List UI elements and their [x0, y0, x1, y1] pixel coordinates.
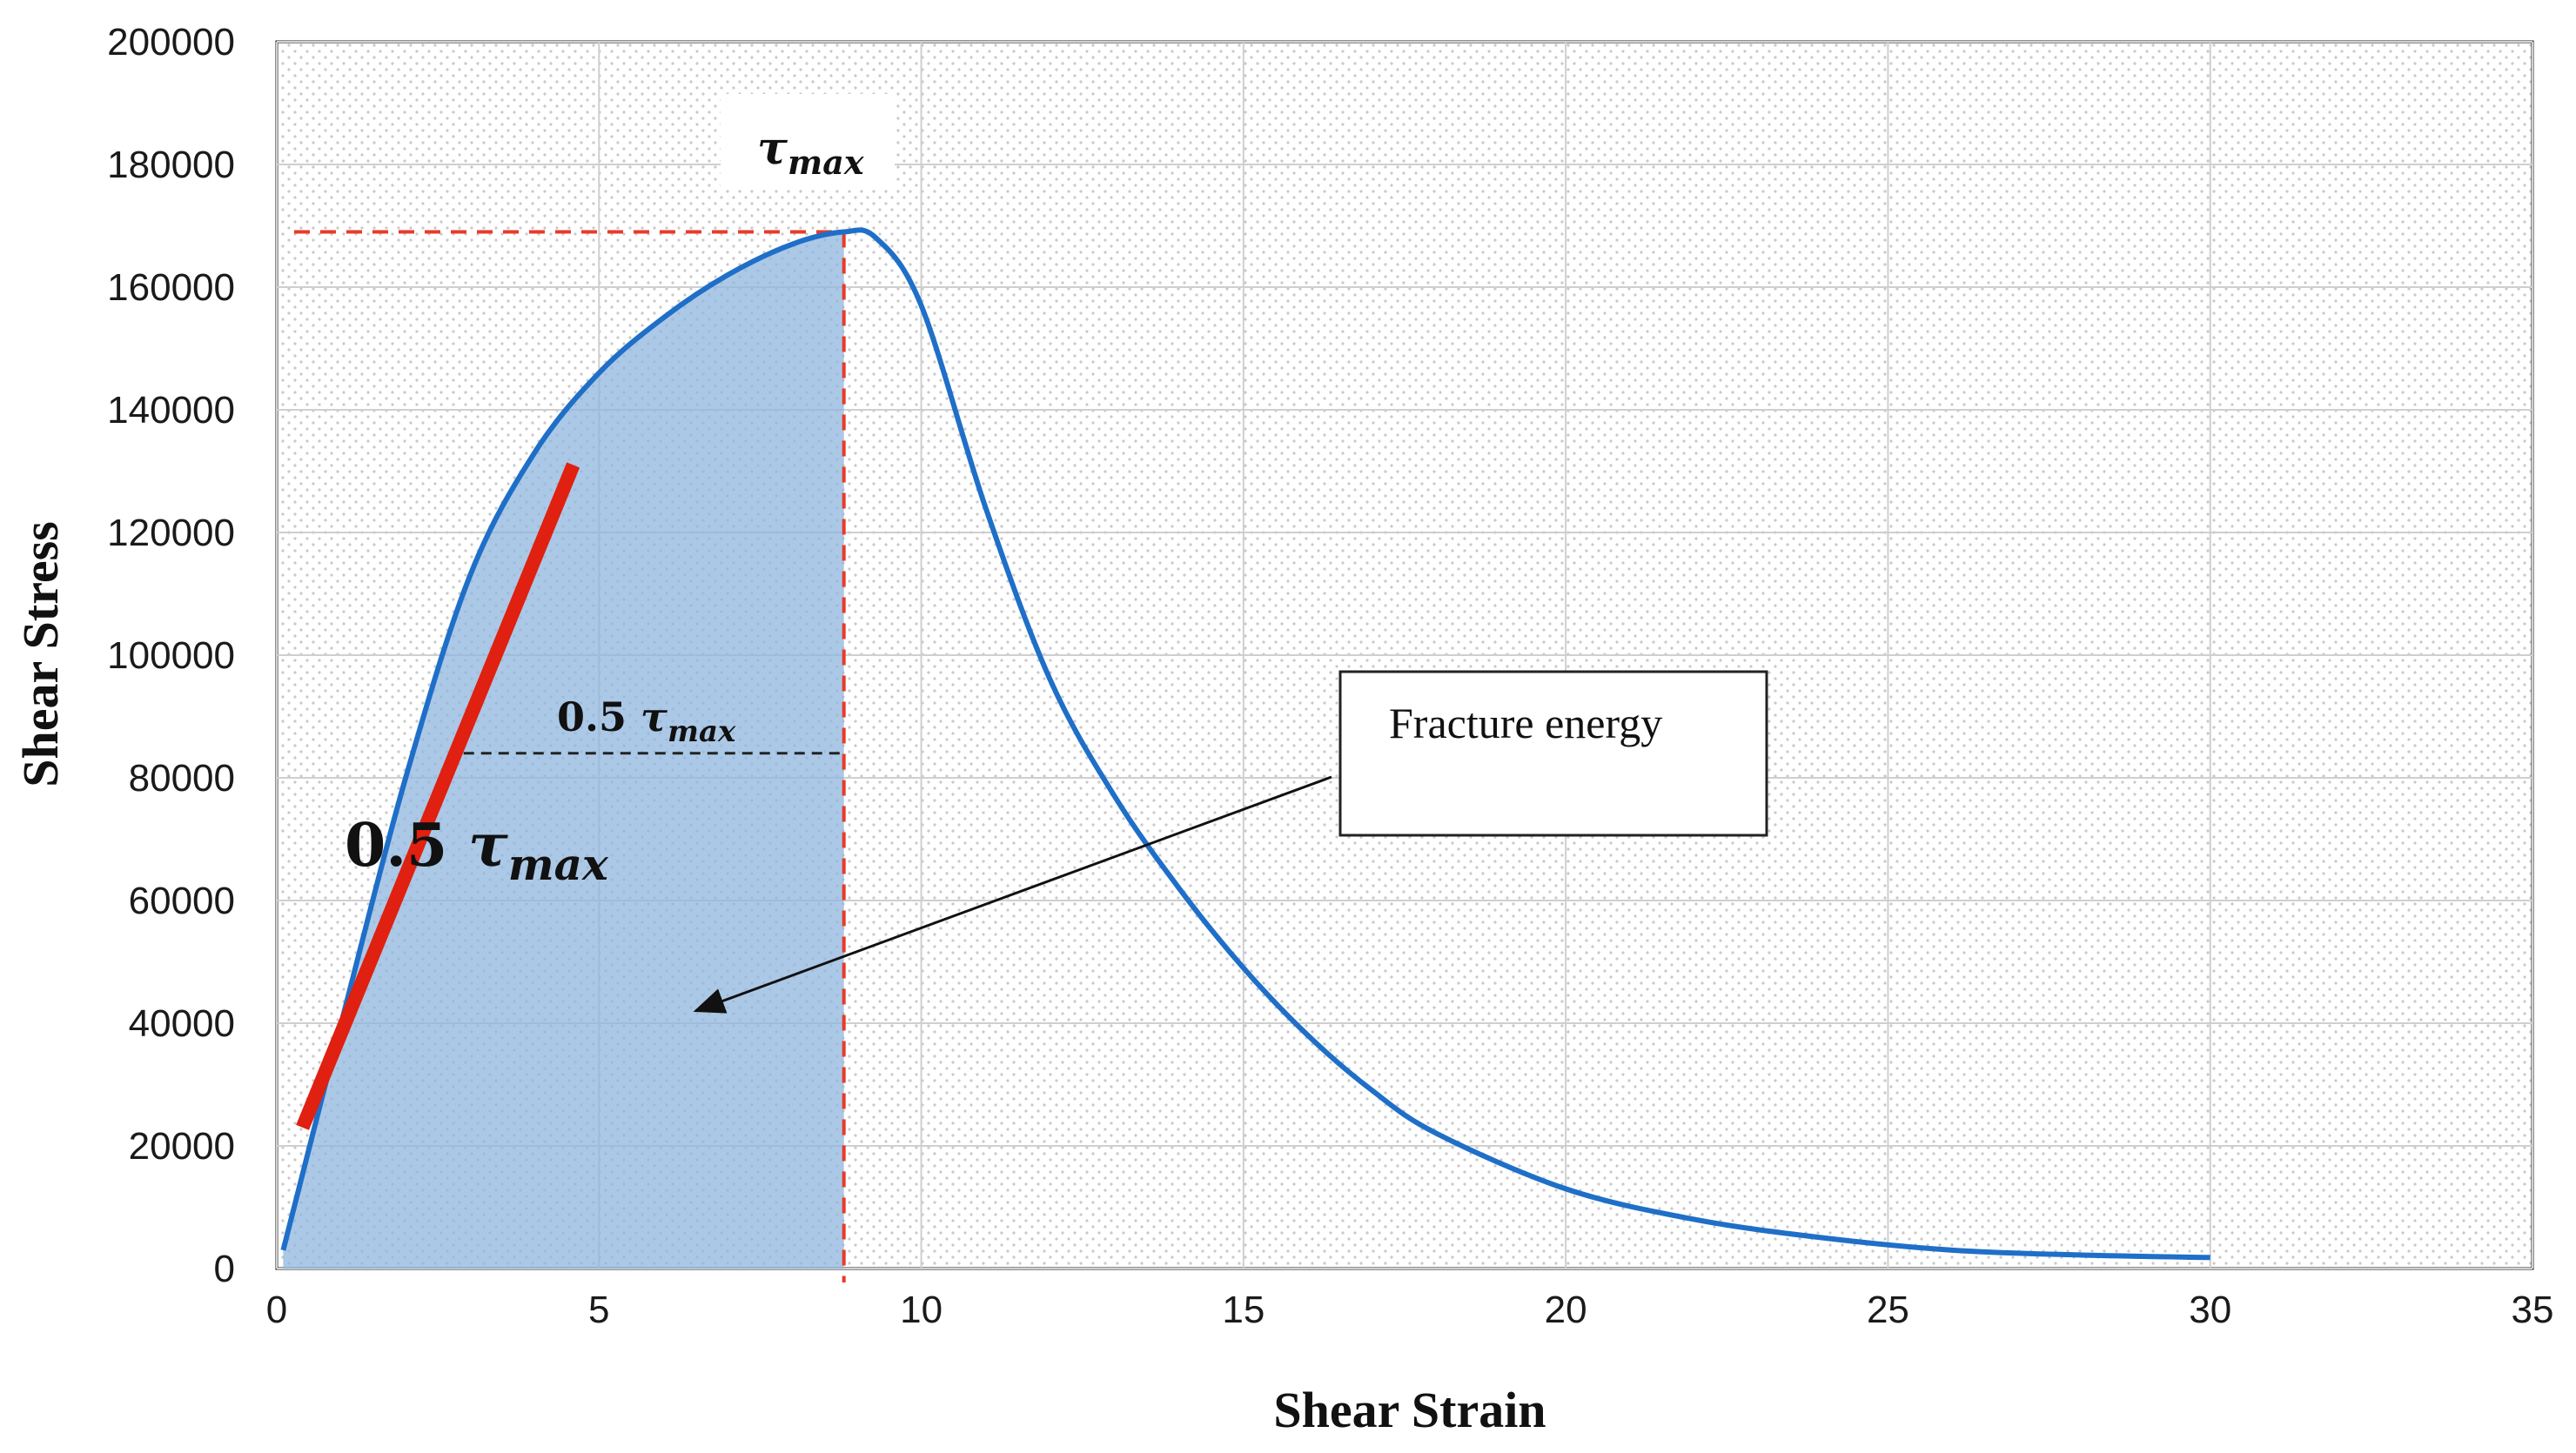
y-tick-label: 160000: [107, 266, 235, 309]
callout-arrow: [693, 775, 1332, 1014]
initial-tangent-line: [296, 462, 580, 1130]
x-tick-label: 15: [1222, 1289, 1265, 1331]
callout-box: [1338, 670, 1768, 837]
x-tick-label: 35: [2512, 1289, 2554, 1331]
tangent-label-sub: max: [508, 839, 609, 890]
half-peak-label-base: τ: [641, 693, 667, 740]
x-axis-title: Shear Strain: [1273, 1382, 1546, 1438]
stress-strain-curve: [280, 227, 2210, 1261]
half-peak-label: 0.5 τmax: [557, 693, 736, 749]
y-tick-label: 80000: [129, 757, 235, 800]
y-tick-label: 180000: [107, 144, 235, 186]
y-tick-label: 60000: [129, 880, 235, 922]
tangent-label: 0.5 τmax: [345, 811, 609, 890]
x-tick-label: 30: [2189, 1289, 2231, 1331]
y-tick-label: 140000: [107, 389, 235, 432]
x-tick-labels: 0 5 10 15 20 25 30 35: [266, 1289, 2554, 1331]
half-peak-label-prefix: 0.5: [557, 693, 641, 740]
grid-lines: [276, 41, 2533, 1269]
y-tick-label: 200000: [107, 21, 235, 64]
peak-label-box: [721, 94, 895, 188]
peak-label-base: τ: [757, 122, 788, 175]
y-axis-title: Shear Stress: [12, 521, 69, 787]
x-tick-label: 5: [588, 1289, 609, 1331]
x-tick-label: 25: [1867, 1289, 1909, 1331]
peak-label: τmax: [757, 122, 865, 182]
tangent-label-base: τ: [468, 811, 508, 881]
x-tick-label: 20: [1545, 1289, 1587, 1331]
y-tick-label: 100000: [107, 634, 235, 677]
y-tick-label: 20000: [129, 1125, 235, 1168]
x-tick-label: 10: [900, 1289, 943, 1331]
x-tick-label: 0: [266, 1289, 287, 1331]
callout-text: Fracture energy: [1389, 699, 1662, 747]
peak-label-sub: max: [788, 143, 865, 182]
y-tick-label: 120000: [107, 512, 235, 554]
y-tick-label: 0: [214, 1248, 235, 1290]
tangent-label-prefix: 0.5: [345, 811, 468, 881]
y-tick-label: 40000: [129, 1002, 235, 1045]
y-tick-labels: 0 20000 40000 60000 80000 100000 120000 140000 1…: [107, 21, 235, 1290]
half-peak-label-sub: max: [667, 714, 736, 749]
